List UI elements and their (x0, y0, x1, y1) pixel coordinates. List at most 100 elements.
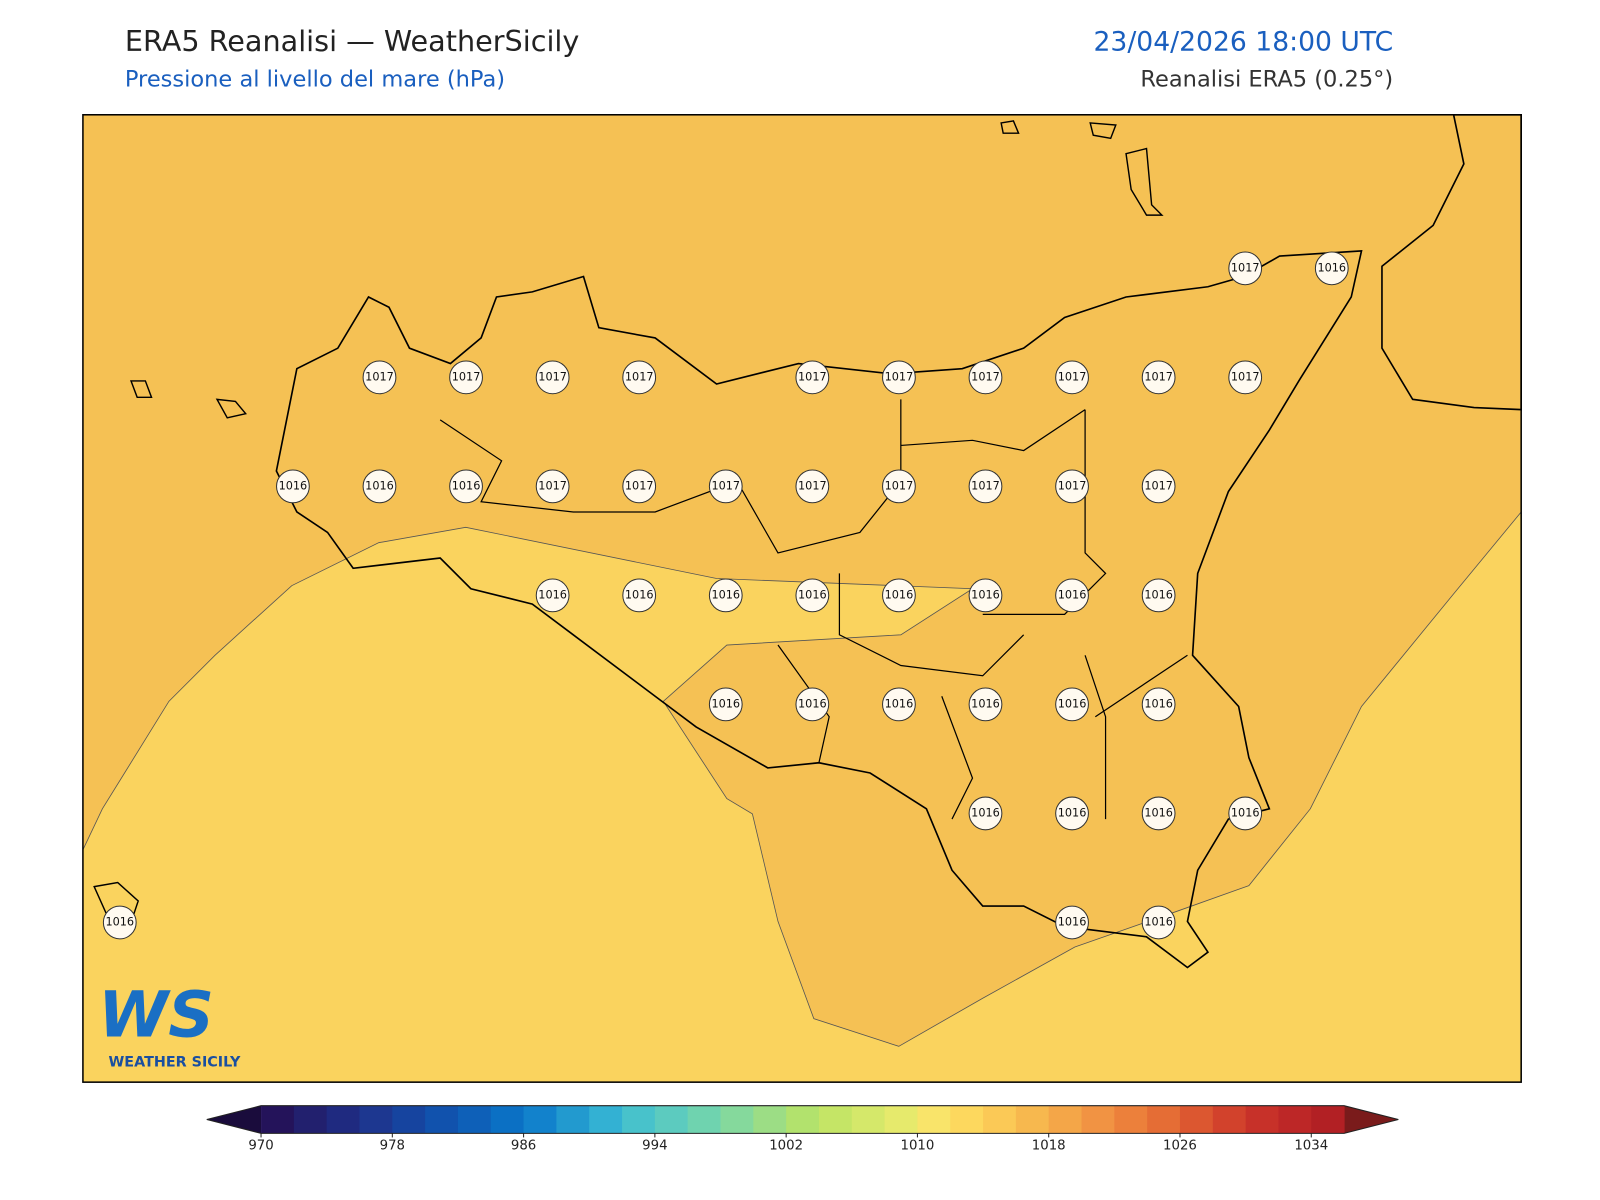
station-marker (535, 578, 570, 613)
station-marker (1055, 469, 1089, 504)
colorbar-segment (884, 1105, 918, 1134)
station-value: 1016 (452, 479, 481, 492)
station-marker (622, 469, 657, 504)
station-value: 1016 (1317, 261, 1346, 274)
station-marker (1228, 360, 1263, 395)
source: Reanalisi ERA5 (0.25°) (1140, 66, 1393, 92)
station-value: 1016 (1058, 697, 1087, 710)
station-value: 1016 (798, 697, 827, 710)
station-marker (795, 469, 830, 504)
colorbar-segment (622, 1105, 656, 1134)
colorbar-segment (1278, 1105, 1312, 1134)
station-value: 1017 (885, 370, 914, 383)
colorbar-segment (851, 1105, 886, 1134)
station-value: 1016 (885, 588, 914, 601)
station-value: 1016 (971, 697, 1000, 710)
station-value: 1016 (971, 588, 1000, 601)
station-marker (968, 687, 1003, 722)
station-value: 1017 (1144, 479, 1173, 492)
station-marker (1141, 578, 1176, 613)
colorbar-segment (1311, 1105, 1345, 1134)
station-value: 1017 (538, 370, 567, 383)
station-value: 1016 (279, 479, 308, 492)
colorbar-tick-label: 978 (380, 1139, 405, 1154)
title: ERA5 Reanalisi — WeatherSicily (125, 24, 580, 58)
station-value: 1016 (1144, 915, 1173, 928)
colorbar-tick-label: 1018 (1032, 1139, 1066, 1154)
colorbar-segment (1179, 1105, 1214, 1134)
station-marker (449, 360, 483, 395)
station-marker (795, 578, 830, 613)
station-value: 1017 (711, 479, 740, 492)
station-marker (882, 687, 916, 722)
station-value: 1016 (885, 697, 914, 710)
station-value: 1016 (711, 697, 740, 710)
station-marker (708, 469, 743, 504)
station-value: 1017 (365, 370, 394, 383)
station-value: 1016 (625, 588, 654, 601)
colorbar: 970 978 986 994 1002 1010 1018 1026 1034 (206, 1105, 1399, 1154)
colorbar-segment (1015, 1105, 1050, 1134)
station-marker (882, 469, 916, 504)
station-marker (708, 578, 743, 613)
station-marker (449, 469, 483, 504)
station-value: 1017 (625, 370, 654, 383)
station-marker (622, 360, 657, 395)
station-value: 1016 (1144, 588, 1173, 601)
station-value: 1016 (1144, 697, 1173, 710)
station-value: 1016 (711, 588, 740, 601)
colorbar-segment (786, 1105, 820, 1134)
colorbar-tick-label: 994 (642, 1139, 667, 1154)
station-value: 1017 (1058, 479, 1087, 492)
station-marker (1141, 687, 1176, 722)
station-marker (362, 360, 397, 395)
subtitle: Pressione al livello del mare (hPa) (125, 66, 505, 92)
station-marker (708, 687, 743, 722)
station-value: 1017 (798, 370, 827, 383)
station-marker (1314, 251, 1349, 286)
station-marker (1055, 905, 1089, 940)
colorbar-segment (457, 1105, 492, 1134)
colorbar-segment (261, 1105, 295, 1134)
station-value: 1016 (971, 806, 1000, 819)
colorbar-tick-label: 1002 (769, 1139, 803, 1154)
station-marker (535, 360, 570, 395)
colorbar-segment (983, 1105, 1017, 1134)
logo-name: WEATHER SICILY (109, 1055, 242, 1071)
station-marker (795, 687, 830, 722)
station-marker (1055, 578, 1089, 613)
station-marker (1141, 905, 1176, 940)
station-value: 1016 (538, 588, 567, 601)
station-marker (276, 469, 310, 504)
station-marker (882, 578, 916, 613)
station-value: 1017 (538, 479, 567, 492)
colorbar-tick-label: 1026 (1163, 1139, 1197, 1154)
station-marker (968, 360, 1003, 395)
station-value: 1016 (798, 588, 827, 601)
datetime: 23/04/2026 18:00 UTC (1093, 27, 1393, 58)
station-marker (1055, 687, 1089, 722)
colorbar-tick-label: 970 (248, 1139, 273, 1154)
station-value: 1016 (1144, 806, 1173, 819)
colorbar-segment (1147, 1105, 1181, 1134)
colorbar-segment (1048, 1105, 1083, 1134)
map: 1017 1016 1017 1017 1017 1017 1017 1017 1017 1017… (82, 113, 1522, 1083)
station-value: 1017 (452, 370, 481, 383)
station-marker (622, 578, 657, 613)
map-frame (82, 114, 1522, 1083)
station-value: 1017 (971, 370, 1000, 383)
station-value: 1017 (1058, 370, 1087, 383)
station-value: 1016 (365, 479, 394, 492)
station-marker (1055, 796, 1089, 831)
station-marker (1141, 796, 1176, 831)
station-marker (968, 796, 1003, 831)
station-value: 1016 (1058, 915, 1087, 928)
colorbar-tick-label: 1010 (901, 1139, 935, 1154)
colorbar-outline (206, 1105, 1399, 1134)
station-value: 1017 (798, 479, 827, 492)
pressure-region (82, 510, 1522, 1083)
colorbar-segment (490, 1105, 525, 1134)
colorbar-segment (1114, 1105, 1148, 1134)
station-marker (362, 469, 397, 504)
